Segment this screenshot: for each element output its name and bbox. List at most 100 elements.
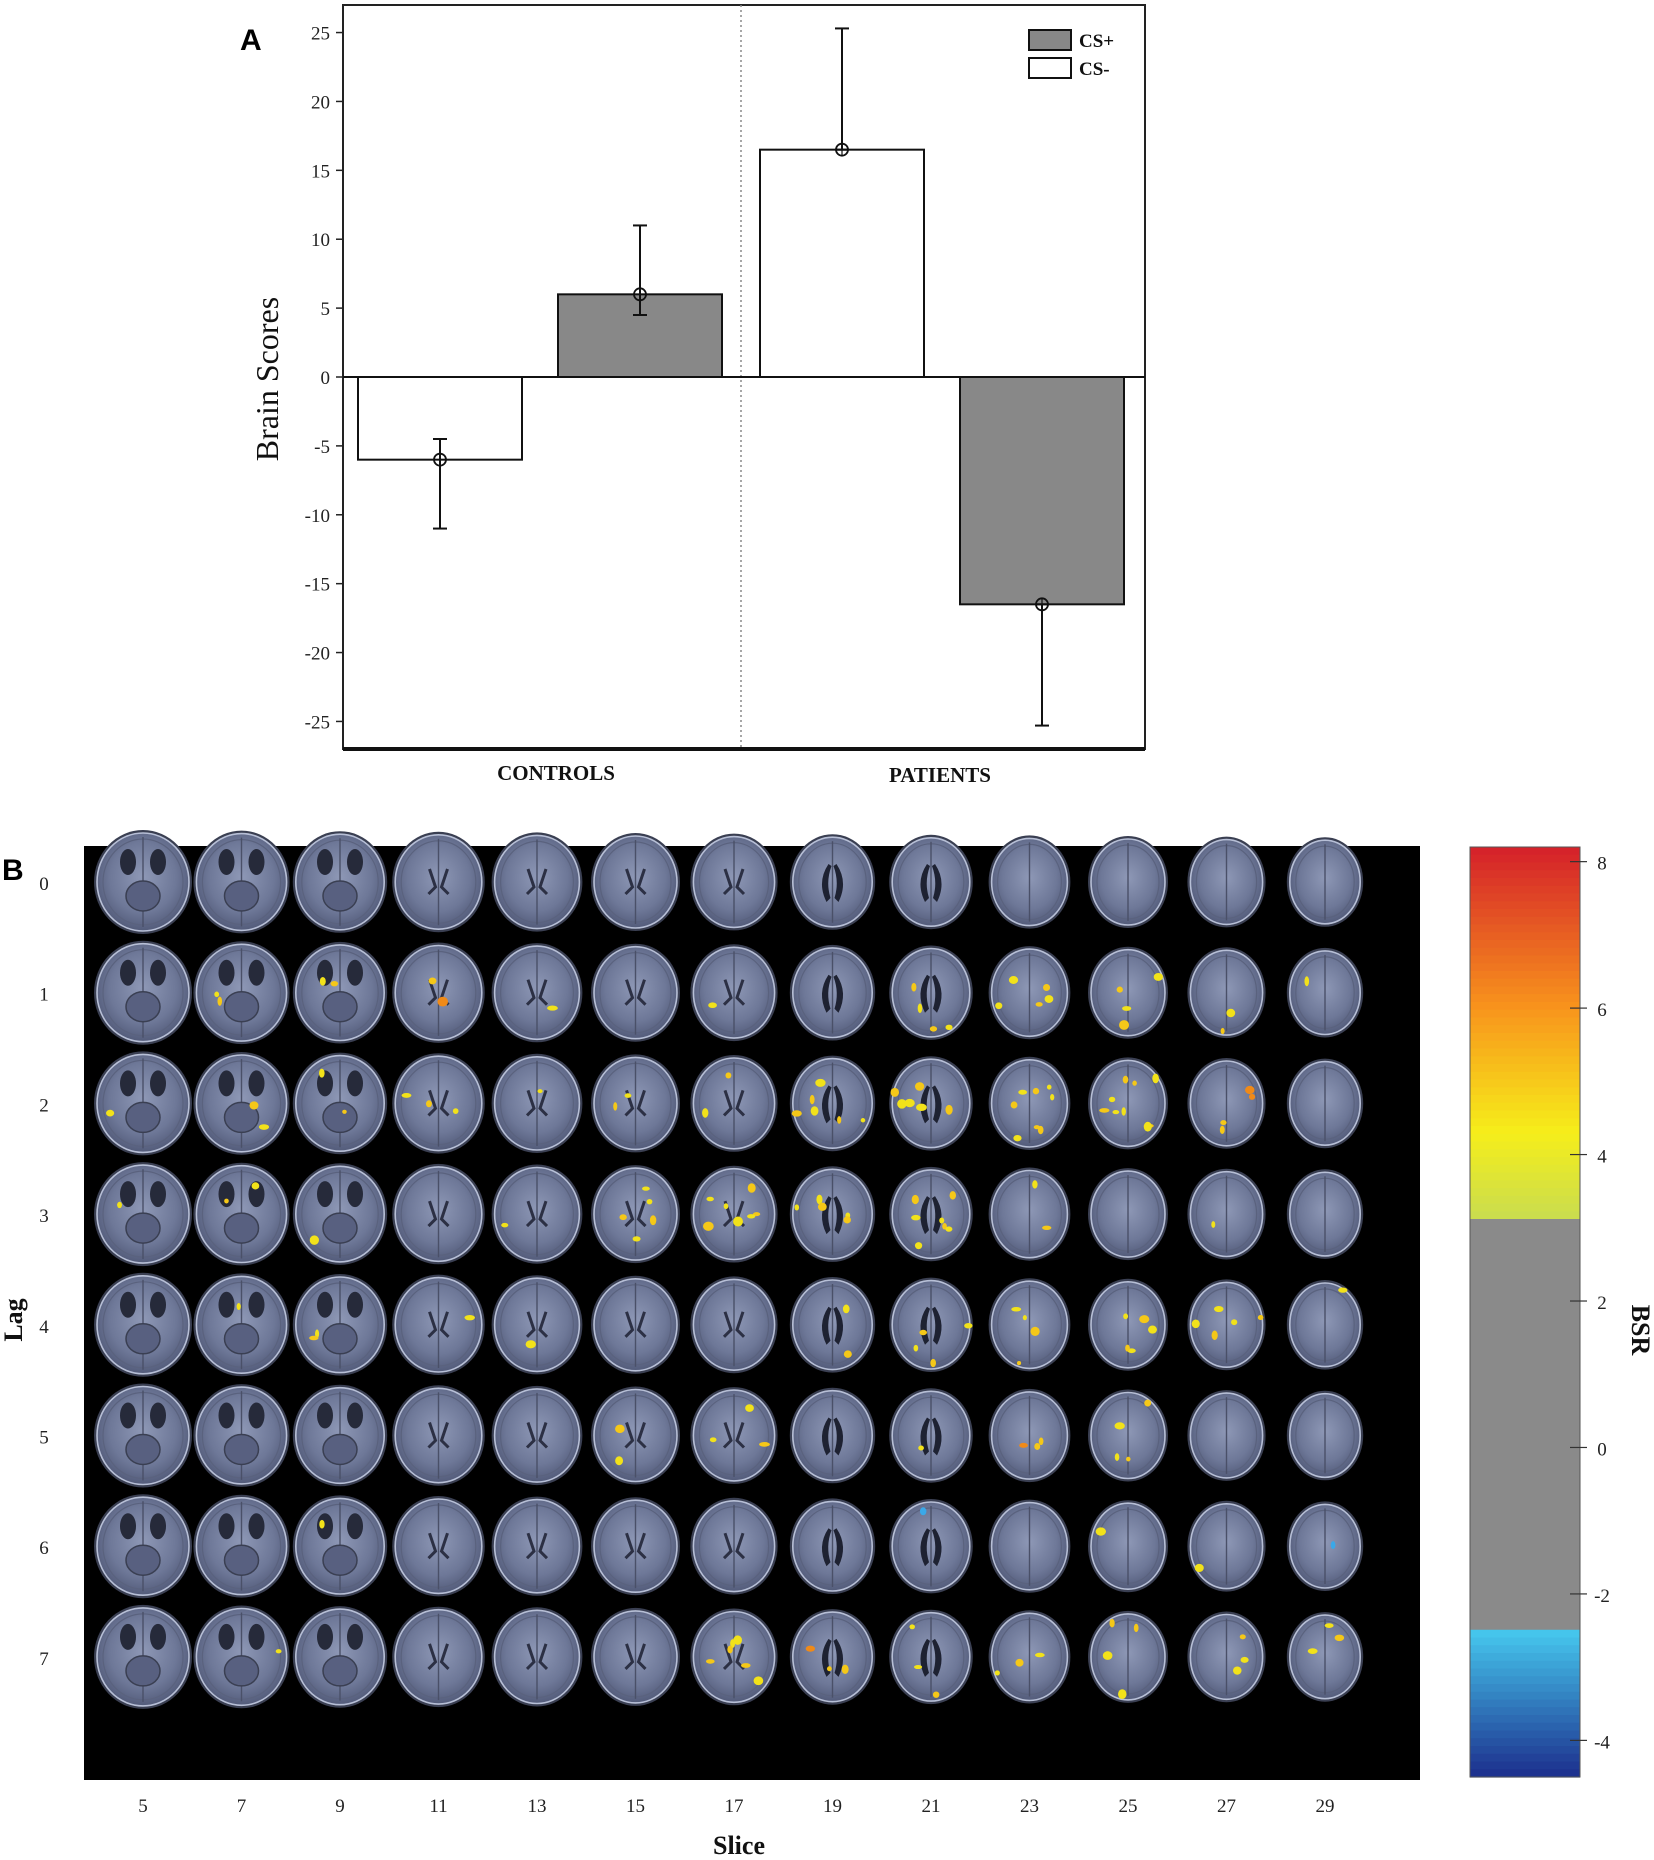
brain-slice — [392, 1163, 485, 1265]
brain-slice — [1286, 1612, 1364, 1702]
colorbar-strip — [1470, 1598, 1580, 1608]
activation-cluster — [1226, 1008, 1236, 1018]
colorbar-strip — [1470, 1761, 1580, 1770]
colorbar-strip — [1470, 947, 1580, 957]
brain-slice — [193, 941, 290, 1045]
activation-cluster — [1042, 1225, 1052, 1231]
colorbar-strip — [1470, 978, 1580, 988]
colorbar-strip — [1470, 854, 1580, 864]
colorbar-strip — [1470, 1707, 1580, 1716]
colorbar-strip — [1470, 1529, 1580, 1538]
brain-slice — [392, 1385, 485, 1486]
activation-cluster — [705, 1659, 715, 1664]
y-tick-label: 20 — [311, 92, 330, 113]
slice-tick-label: 9 — [335, 1796, 345, 1817]
brain-slice — [1187, 947, 1266, 1039]
brain-slice — [889, 1277, 973, 1373]
brain-slice — [292, 1495, 388, 1597]
activation-cluster — [945, 1104, 953, 1115]
legend-swatch-cs-plus — [1028, 29, 1072, 51]
brain-slice — [193, 1162, 290, 1266]
activation-cluster — [1011, 1306, 1022, 1312]
brain-slice — [392, 942, 485, 1043]
colorbar-strip — [1470, 1110, 1580, 1119]
activation-cluster — [914, 1242, 923, 1250]
colorbar-strip — [1470, 1265, 1580, 1274]
slice-axis-title: Slice — [713, 1831, 765, 1860]
brain-slice — [292, 1163, 388, 1265]
brain-slice — [591, 1607, 680, 1706]
activation-cluster — [1037, 1125, 1044, 1135]
colorbar-strip — [1470, 1684, 1580, 1693]
activation-cluster — [1144, 1399, 1152, 1407]
brain-slice — [392, 1496, 485, 1597]
activation-cluster — [942, 1223, 947, 1230]
colorbar-strip — [1470, 1521, 1580, 1530]
colorbar-strip — [1470, 1033, 1580, 1042]
colorbar-ticks: 8 6 4 2 0 -2 -4 — [1570, 854, 1610, 1753]
brain-slice — [988, 1610, 1071, 1704]
colorbar-strip — [1470, 1498, 1580, 1507]
colorbar-strip — [1470, 1536, 1580, 1546]
y-tick-label: 10 — [311, 230, 330, 251]
activation-cluster — [1152, 1073, 1159, 1084]
activation-cluster — [1121, 1107, 1126, 1116]
activation-cluster — [309, 1235, 319, 1245]
activation-cluster — [860, 1118, 866, 1123]
activation-cluster — [930, 1358, 937, 1368]
colorbar-strip — [1470, 1629, 1580, 1639]
brain-slice — [94, 1383, 192, 1488]
brain-slice — [1088, 1500, 1168, 1593]
y-tick-label: -10 — [305, 506, 330, 527]
brain-slice — [491, 1164, 583, 1264]
colorbar-strip — [1470, 1141, 1580, 1150]
activation-cluster — [1099, 1108, 1110, 1113]
activation-cluster — [425, 1100, 432, 1108]
activation-cluster — [1220, 1120, 1227, 1126]
activation-cluster — [911, 1194, 919, 1205]
activation-cluster — [1118, 1689, 1127, 1700]
colorbar-strip — [1470, 870, 1580, 879]
colorbar-strip — [1470, 1428, 1580, 1437]
activation-cluster — [1219, 1125, 1225, 1134]
activation-cluster — [1112, 1109, 1120, 1115]
activation-cluster — [1114, 1453, 1120, 1461]
colorbar-frame — [1469, 846, 1581, 1778]
activation-cluster — [1324, 1623, 1334, 1629]
legend: CS+ CS- — [1028, 29, 1114, 80]
legend-label-cs-minus: CS- — [1079, 59, 1110, 80]
brain-slice — [1187, 1390, 1266, 1481]
colorbar-strip — [1470, 1746, 1580, 1755]
activation-cluster — [619, 1214, 627, 1221]
activation-cluster — [1019, 1442, 1028, 1448]
activation-cluster — [723, 1203, 729, 1210]
activation-cluster — [758, 1442, 770, 1447]
activation-cluster — [890, 1087, 900, 1097]
colorbar-strip — [1470, 893, 1580, 902]
brain-slice — [491, 832, 583, 932]
colorbar-strip — [1470, 1691, 1580, 1701]
category-controls: CONTROLS — [497, 761, 615, 785]
brain-slice — [491, 1053, 583, 1153]
activation-cluster — [342, 1109, 347, 1114]
colorbar-strip — [1470, 1211, 1580, 1220]
colorbar-strip — [1470, 1203, 1580, 1212]
activation-cluster — [919, 1329, 928, 1336]
colorbar-strip — [1470, 1544, 1580, 1553]
colorbar-strip — [1470, 1296, 1580, 1305]
brain-slice — [491, 1275, 583, 1375]
brain-slice — [491, 943, 583, 1043]
activation-cluster — [816, 1194, 823, 1205]
panel-b-label: B — [2, 854, 24, 887]
activation-cluster — [1116, 986, 1123, 993]
colorbar-strip — [1470, 1071, 1580, 1081]
activation-cluster — [1122, 1075, 1129, 1084]
colorbar-strip — [1470, 1226, 1580, 1236]
colorbar-strip — [1470, 1180, 1580, 1189]
activation-cluster — [309, 1335, 319, 1341]
activation-cluster — [1046, 1084, 1052, 1090]
slice-tick-label: 27 — [1217, 1796, 1236, 1817]
colorbar-tick-label: 2 — [1597, 1293, 1607, 1314]
bars — [357, 27, 1125, 727]
brain-slices — [94, 830, 1364, 1709]
